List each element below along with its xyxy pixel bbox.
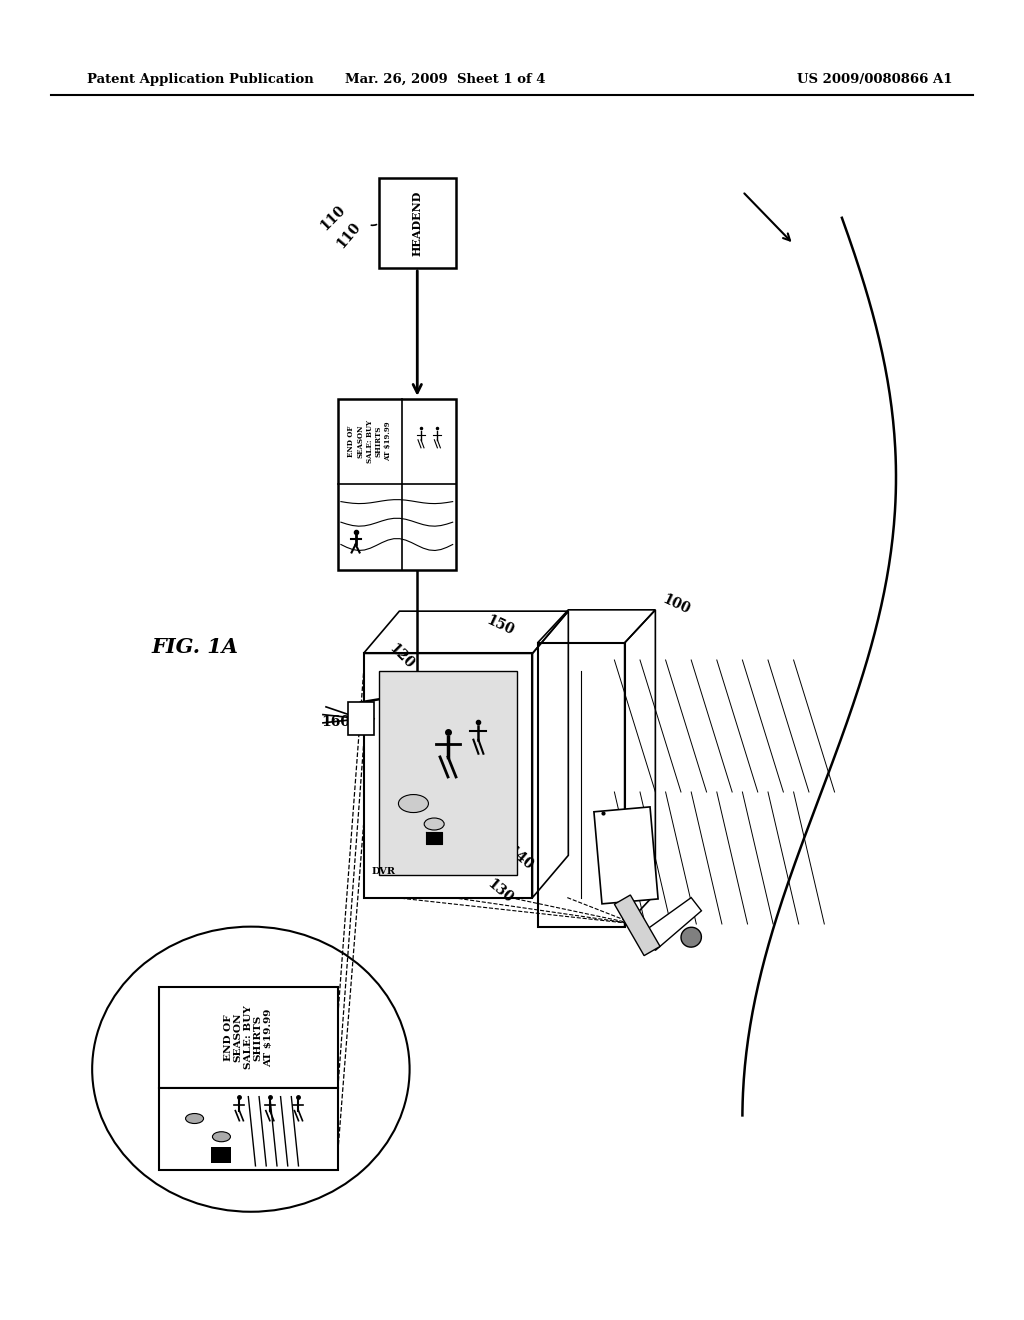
Text: 150: 150	[483, 614, 516, 638]
Bar	[159, 1088, 338, 1170]
Text: 110: 110	[334, 219, 362, 251]
Polygon shape	[645, 898, 701, 950]
Text: 160: 160	[322, 715, 350, 729]
Ellipse shape	[424, 818, 444, 830]
Text: 130: 130	[484, 876, 515, 906]
Text: 110: 110	[317, 202, 348, 234]
Text: DVR: DVR	[372, 867, 395, 875]
Bar	[379, 178, 456, 268]
Bar	[614, 895, 660, 956]
Text: US 2009/0080866 A1: US 2009/0080866 A1	[797, 73, 952, 86]
Ellipse shape	[398, 795, 428, 813]
Text: END OF
SEASON
SALE: BUY
SHIRTS
AT $19.99: END OF SEASON SALE: BUY SHIRTS AT $19.99	[223, 1006, 273, 1069]
Polygon shape	[211, 1147, 231, 1163]
Text: END OF
SEASON
SALE: BUY
SHIRTS
AT $19.99: END OF SEASON SALE: BUY SHIRTS AT $19.99	[347, 420, 392, 463]
Bar	[159, 987, 338, 1088]
Text: HEADEND: HEADEND	[412, 190, 423, 256]
Polygon shape	[426, 833, 442, 845]
Text: Patent Application Publication: Patent Application Publication	[87, 73, 313, 86]
Bar	[338, 399, 456, 570]
Ellipse shape	[681, 927, 701, 948]
Text: FIG. 1A: FIG. 1A	[152, 636, 238, 657]
Text: Mar. 26, 2009  Sheet 1 of 4: Mar. 26, 2009 Sheet 1 of 4	[345, 73, 546, 86]
Bar	[348, 702, 374, 735]
Text: 100: 100	[659, 593, 692, 616]
Ellipse shape	[212, 1131, 230, 1142]
Text: 140: 140	[505, 843, 536, 873]
Bar	[594, 807, 658, 904]
Ellipse shape	[185, 1114, 204, 1123]
Bar	[379, 671, 517, 875]
Text: 120: 120	[386, 640, 417, 672]
